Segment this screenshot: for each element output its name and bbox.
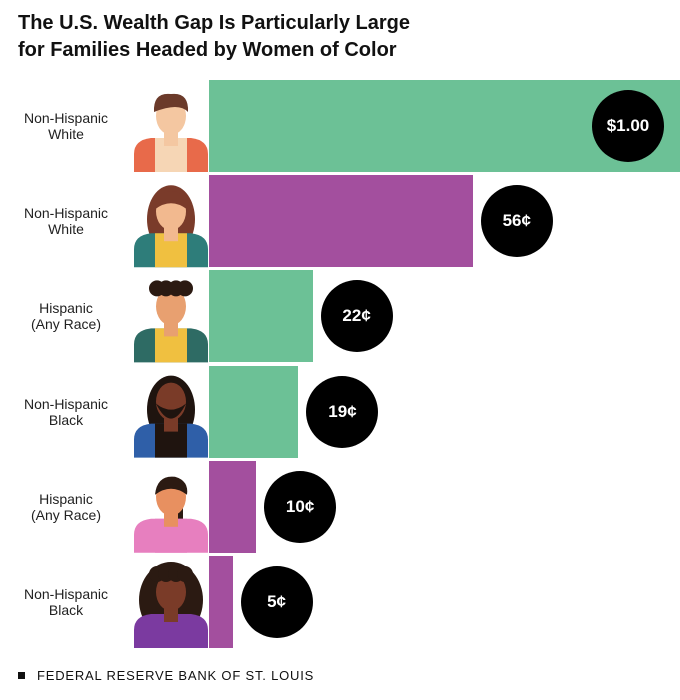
category-label: Hispanic (Any Race) <box>30 490 102 523</box>
bar <box>209 365 299 458</box>
icon-beard <box>156 403 186 419</box>
bar <box>209 460 257 553</box>
chart-title: The U.S. Wealth Gap Is Particularly Larg… <box>18 12 410 61</box>
icon-neck <box>164 227 178 242</box>
bar <box>209 270 313 363</box>
icon-hair <box>177 566 193 582</box>
icon-hair <box>177 280 193 297</box>
value-label: 19¢ <box>306 375 379 448</box>
icon-inner <box>155 518 187 553</box>
icon-head <box>156 287 186 326</box>
category-label: Non-Hispanic White <box>23 110 109 142</box>
source: FEDERAL RESERVE BANK OF ST. LOUIS <box>37 668 315 683</box>
icon-inner <box>155 614 187 648</box>
category-label: Non-Hispanic Black <box>23 586 109 618</box>
icon-hair <box>155 191 188 210</box>
icon-hair <box>153 93 189 112</box>
bar <box>209 556 233 648</box>
value-label: 10¢ <box>264 470 337 543</box>
value-label: 5¢ <box>240 566 313 638</box>
icon-neck <box>164 322 178 337</box>
icon-neck <box>164 512 178 527</box>
icon-inner <box>155 233 187 268</box>
icon-head <box>156 573 186 611</box>
icon-neck <box>164 132 178 146</box>
icon-neck <box>164 417 178 432</box>
icon-hair <box>155 476 188 495</box>
value-label: 56¢ <box>480 185 553 258</box>
icon-inner <box>155 423 187 458</box>
icon-neck <box>164 608 178 622</box>
category-label: Hispanic (Any Race) <box>30 300 102 333</box>
icon-inner <box>155 328 187 363</box>
footer-square <box>18 672 25 679</box>
footer: FEDERAL RESERVE BANK OF ST. LOUIS <box>18 668 314 683</box>
value-label: $1.00 <box>592 90 664 162</box>
icon-inner <box>155 138 187 172</box>
value-label: 22¢ <box>320 280 393 353</box>
bar <box>209 175 473 268</box>
category-label: Non-Hispanic White <box>23 205 109 238</box>
category-label: Non-Hispanic Black <box>23 395 109 428</box>
